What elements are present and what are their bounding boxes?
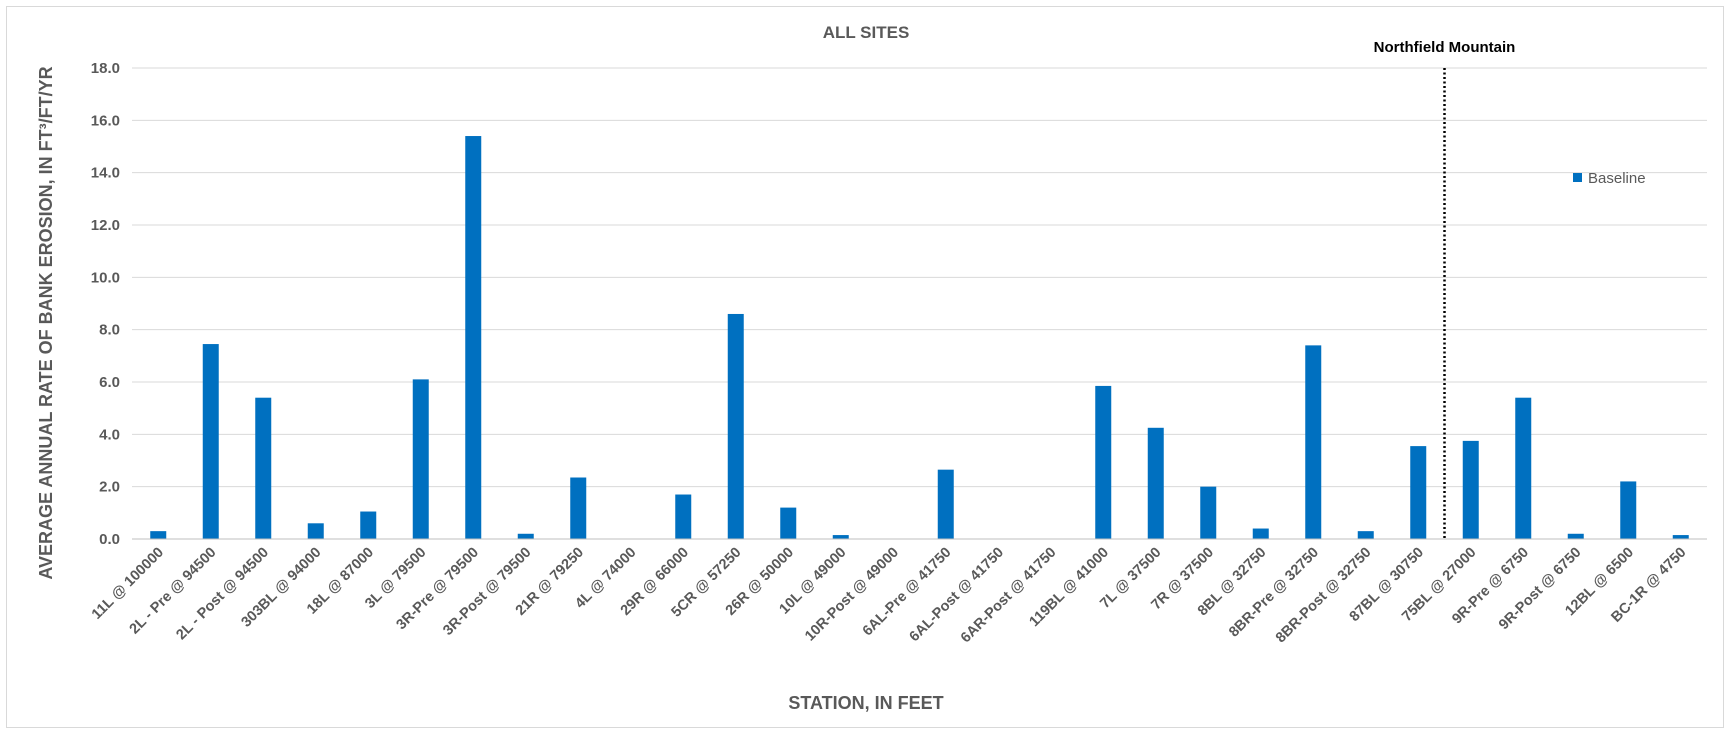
x-axis-title: STATION, IN FEET bbox=[788, 693, 943, 713]
bar bbox=[1620, 481, 1637, 539]
legend-label: Baseline bbox=[1588, 170, 1646, 187]
x-tick-label: 10R-Post @ 49000 bbox=[802, 545, 902, 645]
x-tick-label: 6AL-Pre @ 41750 bbox=[860, 545, 955, 640]
bar bbox=[937, 469, 954, 539]
x-tick-label: 6AR-Post @ 41750 bbox=[958, 545, 1060, 647]
y-tick-label: 8.0 bbox=[99, 322, 120, 339]
bar bbox=[1147, 427, 1164, 539]
bar bbox=[202, 344, 219, 539]
bar bbox=[780, 507, 797, 539]
bar bbox=[360, 511, 377, 539]
bar bbox=[570, 477, 587, 539]
bar bbox=[1200, 486, 1217, 539]
bar bbox=[675, 494, 692, 539]
bar bbox=[517, 533, 534, 539]
bar bbox=[1305, 345, 1322, 539]
bars bbox=[150, 136, 1689, 540]
y-tick-label: 10.0 bbox=[91, 269, 120, 286]
bar bbox=[307, 523, 324, 539]
bar bbox=[412, 379, 429, 539]
bar bbox=[1462, 440, 1479, 539]
bar bbox=[1515, 397, 1532, 539]
y-tick-label: 2.0 bbox=[99, 479, 120, 496]
bar bbox=[1357, 531, 1374, 539]
bar bbox=[150, 531, 167, 539]
y-tick-labels: 0.0 2.0 4.0 6.0 8.0 10.0 12.0 14.0 16.0 18.0 bbox=[91, 60, 120, 548]
bar bbox=[832, 535, 849, 539]
gridlines bbox=[132, 67, 1707, 488]
bar bbox=[465, 136, 482, 540]
y-tick-label: 14.0 bbox=[91, 165, 120, 182]
bar bbox=[1095, 385, 1112, 539]
y-tick-label: 12.0 bbox=[91, 217, 120, 234]
x-tick-label: 6AL-Post @ 41750 bbox=[907, 545, 1008, 646]
bar bbox=[727, 313, 744, 539]
y-axis-title: AVERAGE ANNUAL RATE OF BANK EROSION, IN … bbox=[36, 66, 56, 579]
bar bbox=[1567, 533, 1584, 539]
y-tick-label: 16.0 bbox=[91, 112, 120, 129]
legend: Baseline bbox=[1573, 170, 1646, 187]
northfield-mountain-label: Northfield Mountain bbox=[1374, 39, 1516, 56]
y-tick-label: 6.0 bbox=[99, 374, 120, 391]
y-tick-label: 4.0 bbox=[99, 426, 120, 443]
bar bbox=[1252, 528, 1269, 539]
legend-swatch bbox=[1573, 173, 1582, 182]
bar bbox=[1672, 535, 1689, 539]
bar bbox=[255, 397, 272, 539]
x-tick-label: 8BR-Pre @ 32750 bbox=[1226, 545, 1322, 641]
chart-frame bbox=[6, 6, 1724, 728]
y-tick-label: 0.0 bbox=[99, 531, 120, 548]
y-tick-label: 18.0 bbox=[91, 60, 120, 77]
x-tick-label: 8BR-Post @ 32750 bbox=[1273, 545, 1375, 647]
x-tick-label: 2L - Post @ 94500 bbox=[173, 545, 272, 644]
chart-title: ALL SITES bbox=[823, 23, 910, 42]
bar bbox=[1410, 446, 1427, 539]
x-tick-label: 3R-Post @ 79500 bbox=[440, 545, 534, 639]
